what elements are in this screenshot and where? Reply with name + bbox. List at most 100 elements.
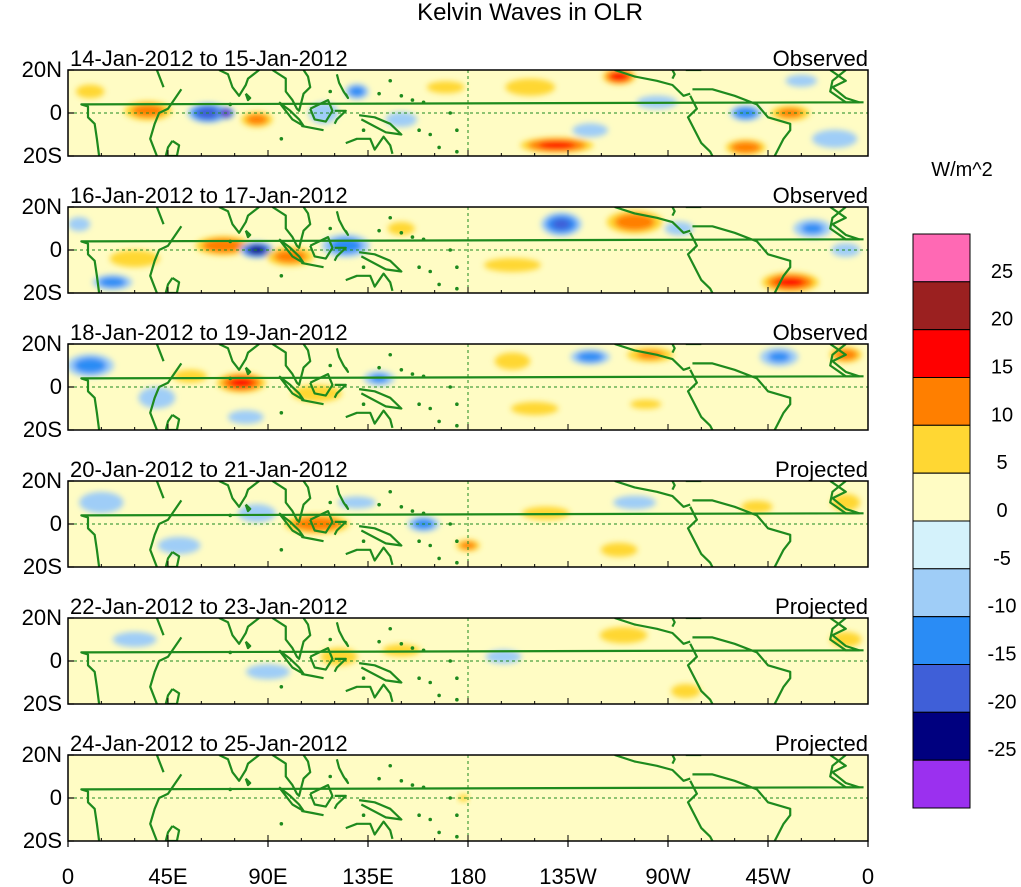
map-panel: 22-Jan-2012 to 23-Jan-2012 Projected 20N 0 2… — [22, 594, 869, 716]
coastline — [686, 95, 714, 156]
positive-anomaly — [510, 401, 559, 416]
positive-anomaly — [538, 141, 576, 150]
coastline — [218, 755, 260, 782]
coastline — [309, 373, 334, 397]
panel-date-range: 22-Jan-2012 to 23-Jan-2012 — [70, 594, 348, 619]
coastline — [80, 70, 861, 156]
island — [455, 539, 459, 543]
colorbar-tick-label: 5 — [996, 452, 1007, 474]
island — [455, 834, 459, 839]
positive-anomaly — [614, 213, 655, 231]
coastline — [155, 70, 165, 88]
negative-anomaly — [385, 111, 418, 128]
colorbar-tick-label: 0 — [996, 500, 1007, 522]
island — [455, 265, 459, 270]
island — [410, 646, 415, 650]
panel-stack: 14-Jan-2012 to 15-Jan-2012 Observed20N020… — [22, 46, 869, 853]
coastline — [149, 362, 183, 430]
coastline — [333, 794, 347, 810]
island — [437, 693, 441, 698]
positive-anomaly — [75, 84, 105, 99]
island — [421, 785, 426, 790]
coastline — [149, 88, 183, 156]
coastline — [335, 485, 350, 510]
colorbar-swatch — [912, 616, 971, 666]
x-tick-label: 90E — [248, 864, 287, 887]
coastlines — [80, 755, 864, 841]
colorbar-swatch — [912, 759, 971, 809]
island — [279, 822, 284, 826]
positive-anomaly — [671, 684, 701, 699]
island — [399, 505, 404, 509]
colorbar-swatch — [912, 377, 971, 426]
negative-anomaly — [348, 86, 366, 97]
island — [228, 513, 233, 518]
olr-field — [68, 618, 868, 704]
island — [428, 680, 433, 685]
panel-status-label: Projected — [775, 731, 868, 756]
island — [410, 509, 415, 513]
island — [437, 282, 441, 287]
island — [437, 556, 441, 561]
island — [399, 779, 404, 783]
coastline — [335, 622, 350, 648]
colorbar-tick-label: 20 — [991, 309, 1013, 331]
coastlines — [80, 207, 864, 293]
colorbar: 25 20 15 10 5 0 -5 -10 -15 -20 -25 W/m^2 — [912, 159, 1017, 809]
colorbar-swatch — [912, 568, 971, 618]
colorbar-swatch — [912, 520, 971, 570]
y-tick-label: 20N — [22, 57, 62, 82]
positive-anomaly — [131, 104, 165, 118]
x-tick-label: 180 — [450, 864, 487, 887]
coastlines — [80, 70, 864, 156]
coastline — [309, 236, 334, 260]
y-tick-label: 20S — [23, 691, 62, 716]
island — [410, 372, 415, 376]
positive-anomaly — [109, 250, 160, 268]
coastline — [358, 525, 403, 547]
colorbar-tick-label: -10 — [988, 596, 1017, 618]
island — [388, 763, 393, 768]
x-axis: 0 45E 90E 135E 180 135W 90W 45W 0 — [62, 841, 874, 887]
coastline — [614, 207, 691, 234]
y-tick-label: 20S — [23, 143, 62, 168]
y-tick-label: 20N — [22, 742, 62, 767]
positive-anomaly — [459, 541, 477, 550]
coastline — [278, 238, 305, 264]
positive-anomaly — [320, 647, 358, 666]
coastline — [671, 70, 676, 80]
island — [328, 774, 333, 779]
x-tick-label: 135W — [539, 864, 597, 887]
x-tick-label: 45W — [745, 864, 790, 887]
island — [328, 637, 333, 642]
coastline — [692, 362, 792, 430]
island — [388, 626, 393, 631]
coastline — [301, 672, 324, 680]
coastline — [333, 383, 347, 399]
coastline — [244, 229, 252, 239]
coastline — [155, 618, 165, 636]
island — [448, 796, 453, 800]
island — [388, 352, 393, 357]
coastlines — [80, 344, 864, 430]
coastline — [309, 783, 334, 808]
coastline — [278, 786, 305, 813]
coastline — [358, 799, 403, 821]
island — [448, 659, 453, 663]
coastline — [244, 503, 252, 513]
island — [279, 411, 284, 415]
island — [448, 385, 453, 389]
island — [417, 128, 421, 132]
olr-field — [68, 207, 868, 293]
island — [455, 402, 459, 407]
island — [421, 511, 426, 516]
colorbar-tick-label: 10 — [991, 404, 1013, 426]
map-panel: 20-Jan-2012 to 21-Jan-2012 Projected 20N 0 2… — [22, 457, 869, 579]
coastline — [164, 276, 181, 293]
island — [455, 128, 459, 132]
coastline — [358, 662, 403, 684]
y-tick-label: 20S — [23, 280, 62, 305]
island — [428, 269, 433, 274]
island — [377, 639, 381, 644]
y-tick-label: 20S — [23, 554, 62, 579]
